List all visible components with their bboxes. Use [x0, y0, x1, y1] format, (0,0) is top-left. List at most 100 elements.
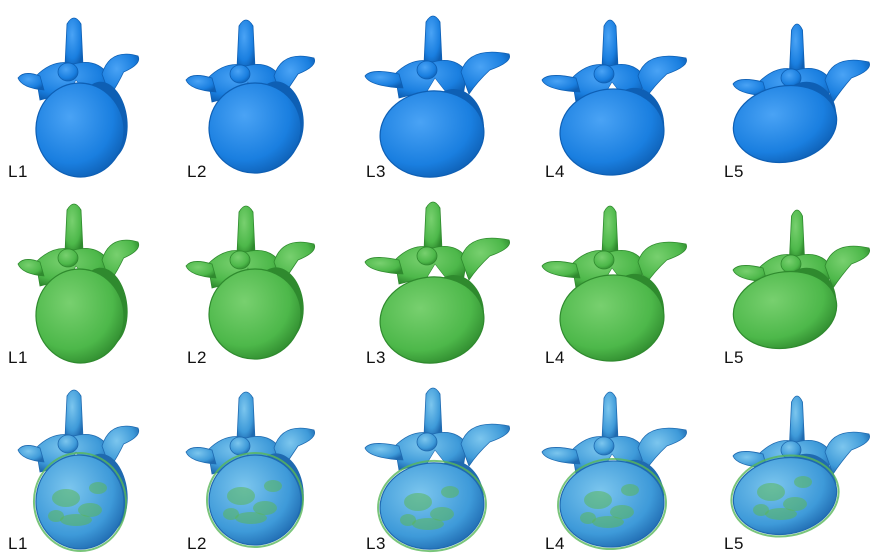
vertebra-label: L3 — [366, 348, 386, 367]
vertebra-shape — [364, 15, 510, 178]
vertebral-body — [35, 82, 125, 178]
vertebra-cell: L1 — [0, 0, 179, 186]
articular-process — [229, 250, 251, 270]
overlay-patch — [753, 504, 769, 516]
vertebra-cell: L5 — [716, 372, 895, 558]
vertebral-body — [379, 462, 485, 550]
vertebra-shape — [17, 17, 140, 178]
vertebra-l4-blue — [541, 19, 687, 176]
overlay-patch — [430, 507, 454, 521]
spinous-process — [236, 391, 256, 441]
right-transverse-process — [460, 423, 510, 467]
overlay-rim — [206, 451, 304, 549]
left-transverse-process — [364, 443, 404, 461]
vertebral-body — [379, 90, 485, 178]
vertebra-l4-overlay — [541, 391, 687, 551]
vertebra-shape — [732, 23, 870, 164]
vertebral-body — [208, 454, 302, 546]
vertebra-l3-blue — [364, 15, 510, 178]
overlay-patch — [48, 510, 64, 522]
vertebra-shape — [185, 205, 316, 360]
vertebra-cell: L4 — [537, 372, 716, 558]
overlay-patch — [765, 508, 797, 520]
vertebra-l3-green — [364, 201, 510, 364]
right-transverse-process — [824, 59, 870, 103]
vertebra-shape — [730, 395, 870, 538]
left-transverse-process — [364, 257, 404, 275]
articular-process — [57, 62, 79, 82]
vertebra-cell: L1 — [0, 372, 179, 558]
vertebra-shape — [541, 391, 687, 551]
spinous-process — [64, 389, 84, 439]
articular-process — [416, 60, 438, 80]
vertebra-shape — [364, 387, 510, 553]
vertebra-label: L2 — [187, 534, 207, 553]
articular-process — [593, 64, 615, 84]
overlay-patch — [592, 516, 624, 528]
overlay-patch — [227, 487, 255, 505]
spinous-process — [423, 201, 443, 251]
vertebra-shape — [364, 201, 510, 364]
overlay-patch — [223, 508, 239, 520]
spinous-process — [236, 205, 256, 255]
vertebra-l1-blue — [17, 17, 140, 178]
vertebra-shape — [732, 209, 870, 350]
vertebra-cell: L3 — [358, 186, 537, 372]
overlay-patch — [253, 501, 277, 515]
spinous-process — [423, 15, 443, 65]
left-transverse-process — [185, 261, 217, 279]
spinous-process — [789, 209, 805, 259]
vertebra-shape — [541, 19, 687, 176]
articular-process — [57, 434, 79, 454]
vertebra-l5-overlay — [730, 395, 870, 538]
vertebral-body — [732, 270, 838, 350]
vertebral-body — [208, 268, 302, 360]
spinous-process — [601, 19, 619, 69]
vertebra-cell: L4 — [537, 0, 716, 186]
overlay-patch — [404, 493, 432, 511]
overlay-patch — [794, 476, 812, 488]
right-transverse-process — [460, 237, 510, 281]
vertebra-shape — [17, 389, 140, 552]
right-transverse-process — [637, 427, 687, 471]
vertebral-body — [559, 88, 665, 176]
left-transverse-process — [185, 75, 217, 93]
overlay-rim — [32, 452, 128, 552]
vertebra-label: L3 — [366, 534, 386, 553]
vertebra-shape — [185, 391, 316, 549]
vertebra-l2-blue — [185, 19, 316, 174]
vertebral-body — [208, 82, 302, 174]
articular-process — [593, 436, 615, 456]
overlay-patch — [584, 491, 612, 509]
vertebral-body — [732, 84, 838, 164]
vertebra-label: L5 — [724, 348, 744, 367]
right-transverse-process — [824, 431, 870, 475]
vertebra-cell: L2 — [179, 186, 358, 372]
vertebra-cell: L5 — [716, 186, 895, 372]
spinous-process — [601, 205, 619, 255]
overlay-patch — [89, 482, 107, 494]
left-transverse-process — [185, 447, 217, 465]
overlay-patch — [621, 484, 639, 496]
spinous-process — [601, 391, 619, 441]
overlay-rim — [557, 457, 667, 551]
spinous-process — [64, 203, 84, 253]
vertebra-label: L2 — [187, 162, 207, 181]
vertebra-l5-blue — [732, 23, 870, 164]
vertebra-cell: L3 — [358, 372, 537, 558]
spinous-process — [236, 19, 256, 69]
overlay-patch — [400, 514, 416, 526]
vertebral-body — [559, 274, 665, 362]
left-transverse-process — [541, 261, 581, 279]
vertebral-body — [35, 454, 125, 550]
left-transverse-process — [17, 73, 45, 91]
vertebral-body — [559, 460, 665, 548]
right-transverse-process — [460, 51, 510, 95]
vertebra-l1-green — [17, 203, 140, 364]
vertebra-l2-overlay — [185, 391, 316, 549]
overlay-patch — [610, 505, 634, 519]
overlay-rim — [377, 459, 487, 553]
overlay-patch — [783, 497, 807, 511]
left-transverse-process — [17, 259, 45, 277]
